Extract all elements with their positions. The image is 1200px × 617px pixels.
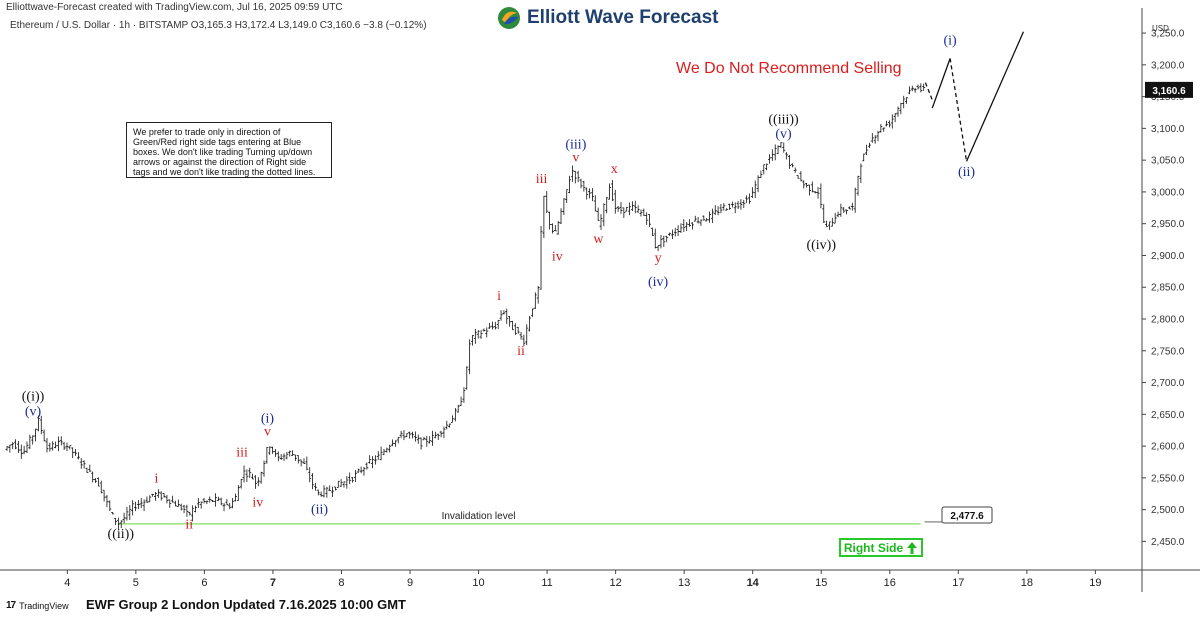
y-tick-label: 2,950.0 [1151,219,1185,230]
y-tick-label: 3,250.0 [1151,29,1185,40]
wave-label: (i) [261,412,275,427]
x-tick-label: 18 [1021,577,1033,589]
wave-label: (i) [943,34,957,49]
x-tick-label: 16 [884,577,896,589]
footer-text: EWF Group 2 London Updated 7.16.2025 10:… [86,597,406,612]
y-tick-label: 2,450.0 [1151,537,1185,548]
x-tick-label: 15 [815,577,827,589]
tradingview-mark-icon: 17 [6,600,16,611]
projection-dashed-line [924,82,933,101]
wave-label: w [593,232,604,247]
wave-label: iv [252,495,263,510]
wave-label: ii [517,344,525,359]
y-tick-label: 3,000.0 [1151,187,1185,198]
wave-label: i [154,471,158,486]
invalidation-value: 2,477.6 [950,511,984,522]
symbol-info: Ethereum / U.S. Dollar · 1h · BITSTAMP O… [10,20,427,31]
wave-label: (ii) [311,502,328,517]
x-tick-label: 6 [201,577,207,589]
arrow-up-icon [907,541,918,554]
y-tick-label: 2,850.0 [1151,283,1185,294]
y-tick-label: 3,200.0 [1151,60,1185,71]
x-tick-label: 17 [952,577,964,589]
y-tick-label: 2,650.0 [1151,410,1185,421]
tradingview-logo: 17 TradingView [6,600,69,611]
wave-label: ii [185,518,193,533]
x-tick-label: 9 [407,577,413,589]
wave-label: v [572,150,579,165]
x-tick-label: 13 [678,577,690,589]
last-price-tag [1145,81,1193,98]
y-tick-label: 2,750.0 [1151,346,1185,357]
wave-label: ((iv)) [806,238,836,253]
x-tick-label: 7 [270,577,276,589]
wave-label: i [497,289,501,304]
wave-label: x [611,162,618,177]
currency-label: USD [1152,24,1169,33]
wave-label: (ii) [958,165,975,180]
ewf-globe-icon [498,7,520,29]
x-tick-label: 11 [541,577,552,589]
wave-label: ((ii)) [108,527,135,542]
candles-group [5,83,926,530]
wave-label: (iii) [565,138,586,153]
projection-dashed-line [949,58,968,162]
x-tick-label: 10 [472,577,484,589]
wave-label: v [264,424,271,439]
wave-label: (v) [775,127,792,142]
projection-solid-line [931,58,951,109]
x-tick-label: 8 [338,577,344,589]
brand-name: Elliott Wave Forecast [527,7,719,28]
invalidation-label: Invalidation level [442,511,516,522]
wave-label: ((i)) [22,389,45,404]
y-tick-label: 2,900.0 [1151,251,1185,262]
y-tick-label: 3,050.0 [1151,156,1185,167]
y-tick-label: 2,550.0 [1151,473,1185,484]
wave-label: ((iii)) [768,112,799,127]
x-tick-label: 4 [64,577,70,589]
y-tick-label: 2,600.0 [1151,442,1185,453]
x-tick-label: 14 [747,577,760,589]
wave-label: (v) [25,405,42,420]
trading-note: We prefer to trade only in direction of … [126,122,332,178]
headline: We Do Not Recommend Selling [676,60,902,77]
right-side-tag: Right Side [839,538,923,557]
x-tick-label: 12 [609,577,621,589]
brand-logo: Elliott Wave Forecast [497,5,718,31]
tradingview-label: TradingView [19,600,69,611]
created-by-text: Elliottwave-Forecast created with Tradin… [6,2,343,13]
last-price-value: 3,160.6 [1152,86,1186,97]
wave-label: iii [236,445,248,460]
wave-label: iii [536,172,548,187]
projection-solid-line [965,31,1025,162]
y-tick-label: 2,800.0 [1151,315,1185,326]
footer: 17 TradingView EWF Group 2 London Update… [0,596,1200,617]
y-tick-label: 3,100.0 [1151,124,1185,135]
wave-label: y [655,251,662,266]
x-tick-label: 19 [1089,577,1101,589]
y-tick-label: 2,700.0 [1151,378,1185,389]
x-tick-label: 5 [133,577,139,589]
y-tick-label: 2,500.0 [1151,505,1185,516]
invalidation-value-box [941,506,993,524]
wave-label: (iv) [648,275,669,290]
right-side-label: Right Side [843,540,904,555]
wave-label: iv [552,250,563,265]
